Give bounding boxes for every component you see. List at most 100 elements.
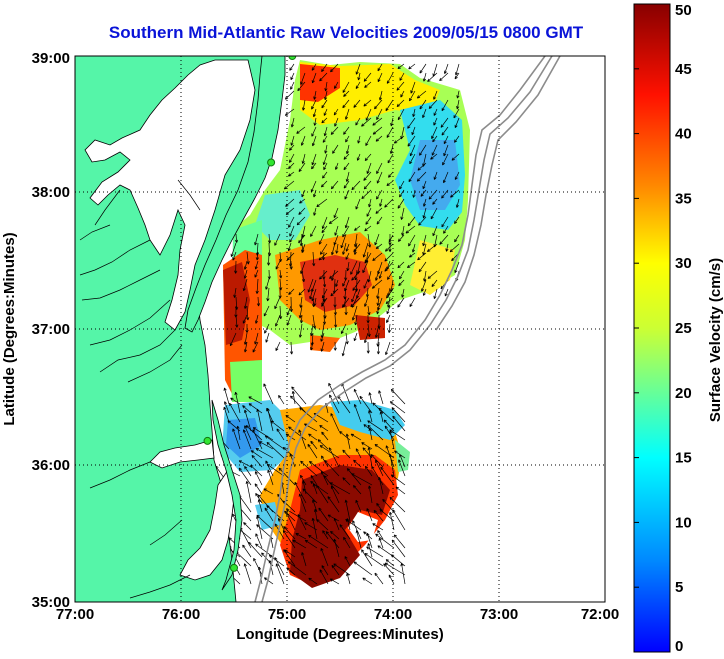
river [89, 299, 171, 346]
velocity-arrow [242, 429, 252, 450]
velocity-arrow [439, 72, 449, 82]
velocity-arrow [244, 465, 252, 477]
velocity-arrow [248, 541, 263, 558]
velocity-arrow [345, 144, 350, 155]
velocity-arrow [372, 402, 384, 414]
velocity-arrow [333, 207, 339, 219]
velocity-arrow [367, 447, 373, 468]
velocity-arrow [431, 279, 438, 288]
velocity-arrow [313, 508, 318, 522]
bathymetry-contour [435, 56, 561, 331]
velocity-arrow [389, 430, 395, 450]
velocity-arrow [266, 287, 270, 302]
velocity-arrow [254, 233, 259, 246]
velocity-arrow [283, 549, 296, 567]
velocity-arrow [374, 323, 380, 338]
velocity-arrow [308, 460, 329, 477]
velocity-arrow [331, 242, 336, 256]
velocity-arrow [371, 466, 384, 486]
velocity-arrow [270, 420, 285, 432]
velocity-arrow [450, 189, 460, 198]
velocity-arrow [235, 314, 239, 328]
velocity-arrow [421, 279, 427, 292]
velocity-arrow [255, 543, 274, 558]
velocity-arrow [259, 441, 274, 450]
velocity-arrow [397, 234, 405, 242]
velocity-arrow [331, 269, 336, 281]
river [99, 329, 176, 373]
velocity-arrow [327, 496, 340, 513]
velocity-arrow [387, 296, 391, 308]
velocity-arrow [363, 180, 372, 190]
colorbar-tick-label: 35 [675, 190, 692, 207]
velocity-arrow [275, 260, 281, 270]
velocity-arrow [398, 459, 406, 477]
outer-banks [211, 399, 243, 591]
velocity-arrow [384, 562, 406, 576]
velocity-arrow [290, 81, 295, 90]
colorbar-tick-label: 40 [675, 126, 692, 143]
velocity-arrow [322, 135, 328, 143]
velocity-arrow [384, 198, 394, 208]
velocity-arrow [377, 72, 383, 83]
velocity-arrow [321, 251, 326, 261]
velocity-arrow [251, 454, 263, 468]
x-tick-label: 77:00 [56, 606, 94, 623]
velocity-arrow [284, 90, 295, 100]
velocity-arrow [287, 242, 292, 252]
velocity-arrow [229, 402, 241, 423]
velocity-arrow [409, 144, 416, 157]
velocity-arrow [344, 216, 350, 229]
velocity-arrow [444, 288, 449, 297]
velocity-arrow [327, 514, 340, 522]
velocity-arrow [323, 126, 328, 137]
velocity-arrow [310, 341, 314, 351]
velocity-arrow [278, 251, 283, 262]
velocity-arrow [345, 433, 351, 450]
velocity-arrow [318, 233, 325, 245]
velocity-arrow [372, 117, 383, 126]
velocity-arrow [304, 423, 318, 432]
velocity-arrow [393, 135, 405, 144]
velocity-arrow [379, 411, 384, 423]
velocity-arrow [330, 63, 339, 73]
velocity-arrow [411, 126, 416, 136]
velocity-arrow [384, 252, 394, 262]
grid [75, 56, 605, 602]
velocity-arrow [300, 72, 306, 85]
velocity-arrow [300, 474, 307, 486]
velocity-arrow [275, 341, 281, 351]
velocity-arrow [278, 517, 285, 531]
velocity-arrow [319, 270, 328, 280]
velocity-arrow [351, 287, 358, 303]
velocity-arrow [361, 442, 373, 450]
velocity-arrow [363, 278, 369, 289]
velocity-arrow [389, 144, 394, 154]
velocity-arrow [387, 270, 394, 280]
river [94, 189, 121, 226]
velocity-arrow [363, 72, 372, 82]
velocity-arrow [250, 464, 263, 477]
velocity-arrow [346, 261, 350, 272]
velocity-arrow [311, 296, 316, 308]
velocity-arrow [368, 410, 373, 423]
velocity-arrow [265, 278, 270, 290]
velocity-arrow [299, 407, 318, 423]
velocity-arrow [265, 460, 274, 477]
velocity-arrow [366, 508, 373, 522]
velocity-arrow [284, 108, 295, 116]
velocity-arrow [299, 296, 303, 308]
velocity-arrow [441, 99, 449, 112]
velocity-arrow [409, 153, 416, 165]
velocity-arrow [351, 180, 361, 191]
velocity-arrow [443, 144, 449, 157]
velocity-arrow [388, 243, 392, 252]
velocity-arrow [396, 99, 405, 108]
velocity-arrow [238, 467, 252, 486]
velocity-arrow [384, 261, 394, 272]
velocity-arrow [353, 561, 373, 576]
velocity-arrow [250, 450, 263, 459]
river [149, 519, 183, 546]
velocity-arrow [290, 72, 295, 81]
velocity-arrow [313, 90, 317, 100]
